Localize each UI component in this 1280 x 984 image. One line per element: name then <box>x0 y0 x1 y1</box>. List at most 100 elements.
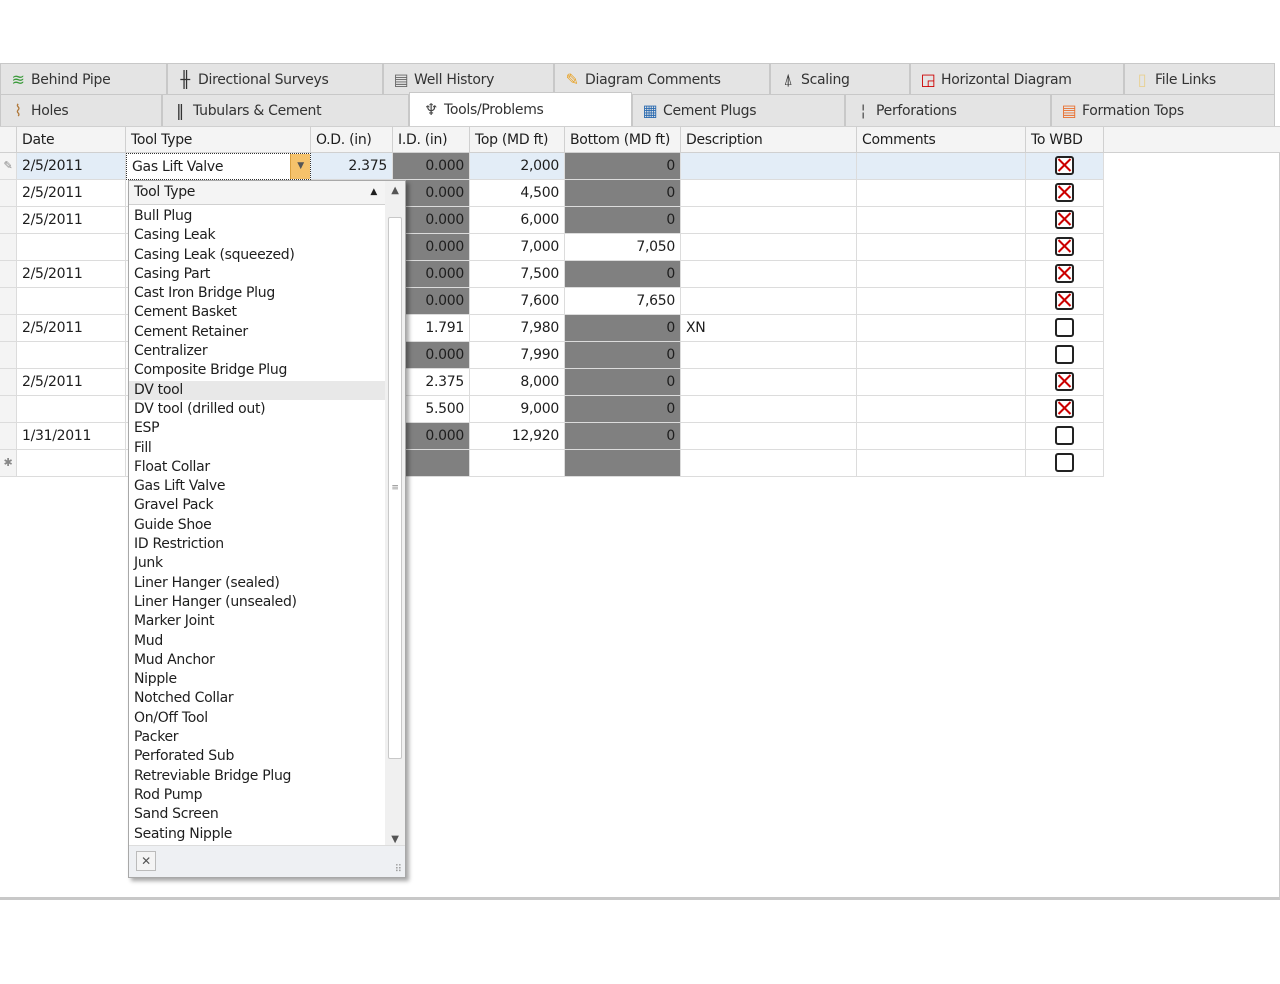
cell-desc[interactable] <box>681 180 857 207</box>
to-wbd-checkbox[interactable] <box>1055 453 1074 472</box>
cell-top[interactable]: 8,000 <box>470 369 565 396</box>
cell-to-wbd[interactable] <box>1026 450 1104 477</box>
cell-id[interactable]: 5.500 <box>393 396 470 423</box>
dropdown-option[interactable]: Composite Bridge Plug <box>134 362 288 379</box>
cell-desc[interactable] <box>681 261 857 288</box>
dropdown-option[interactable]: Mud <box>134 632 163 649</box>
cell-date[interactable] <box>17 450 126 477</box>
resize-grip-icon[interactable]: ⠿ <box>394 864 402 875</box>
to-wbd-checkbox[interactable] <box>1055 291 1074 310</box>
row-selector[interactable] <box>0 315 17 342</box>
cell-desc[interactable] <box>681 423 857 450</box>
dropdown-option[interactable]: Perforated Sub <box>134 748 235 765</box>
row-selector[interactable] <box>0 234 17 261</box>
dropdown-option[interactable]: ID Restriction <box>134 536 224 553</box>
to-wbd-checkbox[interactable] <box>1055 372 1074 391</box>
cell-desc[interactable] <box>681 207 857 234</box>
dropdown-option[interactable]: Casing Leak (squeezed) <box>134 246 295 263</box>
dropdown-option[interactable]: Marker Joint <box>134 613 215 630</box>
scroll-down-arrow[interactable]: ▼ <box>391 834 399 845</box>
row-selector[interactable] <box>0 261 17 288</box>
cell-top[interactable]: 7,980 <box>470 315 565 342</box>
cell-top[interactable]: 2,000 <box>470 153 565 180</box>
tool-type-dropdown-button[interactable]: ▼ <box>290 154 310 179</box>
cell-desc[interactable] <box>681 342 857 369</box>
tab-well-history[interactable]: ▤ Well History <box>383 63 554 95</box>
dropdown-option[interactable]: Casing Part <box>134 265 211 282</box>
dropdown-option[interactable]: ESP <box>134 420 160 437</box>
dropdown-option[interactable]: Guide Shoe <box>134 516 212 533</box>
cell-bottom[interactable] <box>565 450 681 477</box>
cell-date[interactable] <box>17 396 126 423</box>
tab-cement-plugs[interactable]: ▦ Cement Plugs <box>632 94 845 126</box>
dropdown-option[interactable]: Notched Collar <box>134 690 234 707</box>
cell-date[interactable]: 1/31/2011 <box>17 423 126 450</box>
cell-bottom[interactable]: 0 <box>565 342 681 369</box>
column-header-o-d-in-[interactable]: O.D. (in) <box>311 126 393 153</box>
to-wbd-checkbox[interactable] <box>1055 426 1074 445</box>
to-wbd-checkbox[interactable] <box>1055 237 1074 256</box>
tab-behind-pipe[interactable]: ≋ Behind Pipe <box>0 63 167 95</box>
cell-top[interactable]: 4,500 <box>470 180 565 207</box>
column-header-comments[interactable]: Comments <box>857 126 1026 153</box>
dropdown-option[interactable]: Junk <box>134 555 163 572</box>
column-header-date[interactable]: Date <box>17 126 126 153</box>
cell-top[interactable]: 6,000 <box>470 207 565 234</box>
to-wbd-checkbox[interactable] <box>1055 264 1074 283</box>
cell-to-wbd[interactable] <box>1026 288 1104 315</box>
cell-to-wbd[interactable] <box>1026 315 1104 342</box>
tab-directional-surveys[interactable]: ╫ Directional Surveys <box>167 63 383 95</box>
cell-bottom[interactable]: 0 <box>565 369 681 396</box>
dropdown-option[interactable]: Gas Lift Valve <box>134 478 226 495</box>
cell-comments[interactable] <box>857 450 1026 477</box>
cell-date[interactable] <box>17 288 126 315</box>
cell-to-wbd[interactable] <box>1026 234 1104 261</box>
dropdown-option[interactable]: Float Collar <box>134 458 210 475</box>
dropdown-option[interactable]: Gravel Pack <box>134 497 214 514</box>
row-selector[interactable] <box>0 288 17 315</box>
cell-bottom[interactable]: 7,050 <box>565 234 681 261</box>
cell-date[interactable] <box>17 234 126 261</box>
tab-file-links[interactable]: ▯ File Links <box>1124 63 1275 95</box>
dropdown-header[interactable]: Tool Type ▲ <box>129 181 385 205</box>
dropdown-option[interactable]: Fill <box>134 439 152 456</box>
clear-button[interactable]: ✕ <box>136 851 156 871</box>
cell-desc[interactable] <box>681 288 857 315</box>
cell-comments[interactable] <box>857 315 1026 342</box>
dropdown-option[interactable]: Retreviable Bridge Plug <box>134 767 292 784</box>
to-wbd-checkbox[interactable] <box>1055 399 1074 418</box>
row-selector[interactable] <box>0 423 17 450</box>
row-selector[interactable] <box>0 180 17 207</box>
cell-id[interactable]: 0.000 <box>393 288 470 315</box>
cell-date[interactable]: 2/5/2011 <box>17 207 126 234</box>
cell-to-wbd[interactable] <box>1026 207 1104 234</box>
cell-top[interactable]: 7,990 <box>470 342 565 369</box>
cell-bottom[interactable]: 0 <box>565 207 681 234</box>
cell-date[interactable]: 2/5/2011 <box>17 180 126 207</box>
cell-top[interactable]: 7,000 <box>470 234 565 261</box>
cell-comments[interactable] <box>857 369 1026 396</box>
cell-id[interactable]: 0.000 <box>393 153 470 180</box>
cell-desc[interactable] <box>681 153 857 180</box>
cell-desc[interactable] <box>681 396 857 423</box>
cell-to-wbd[interactable] <box>1026 180 1104 207</box>
dropdown-option[interactable]: Cement Basket <box>134 304 237 321</box>
row-selector[interactable] <box>0 369 17 396</box>
cell-bottom[interactable]: 0 <box>565 423 681 450</box>
tab-holes[interactable]: ⌇ Holes <box>0 94 162 126</box>
cell-bottom[interactable]: 0 <box>565 153 681 180</box>
column-header-to-wbd[interactable]: To WBD <box>1026 126 1104 153</box>
cell-id[interactable]: 2.375 <box>393 369 470 396</box>
cell-comments[interactable] <box>857 153 1026 180</box>
cell-comments[interactable] <box>857 342 1026 369</box>
dropdown-scrollbar[interactable]: ▲ ≡ ▼ <box>385 181 405 847</box>
to-wbd-checkbox[interactable] <box>1055 318 1074 337</box>
column-header-tool-type[interactable]: Tool Type <box>126 126 311 153</box>
row-selector[interactable] <box>0 207 17 234</box>
cell-top[interactable]: 12,920 <box>470 423 565 450</box>
cell-comments[interactable] <box>857 234 1026 261</box>
to-wbd-checkbox[interactable] <box>1055 183 1074 202</box>
row-selector[interactable]: ✎ <box>0 153 17 180</box>
column-header-top-md-ft-[interactable]: Top (MD ft) <box>470 126 565 153</box>
dropdown-option[interactable]: Liner Hanger (sealed) <box>134 574 280 591</box>
